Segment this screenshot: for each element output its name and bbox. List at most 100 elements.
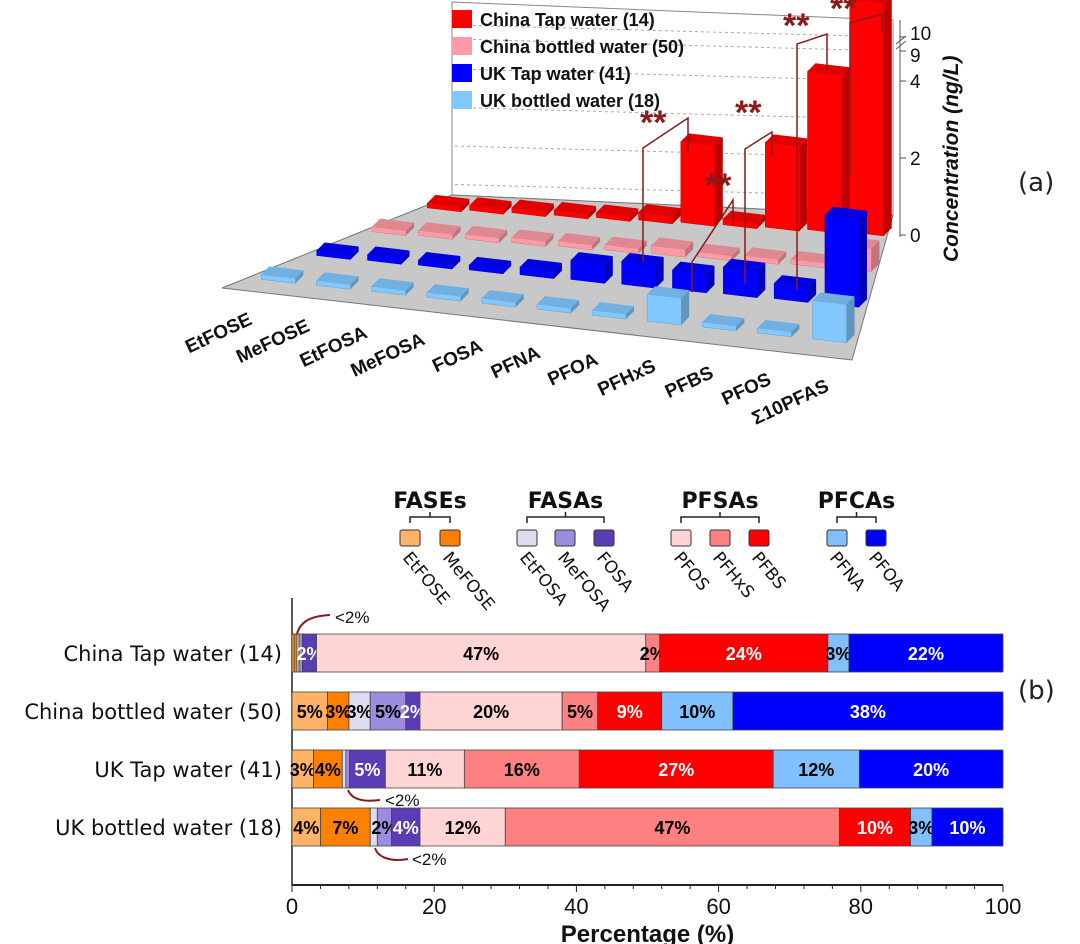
stacked-segment xyxy=(732,691,1004,731)
y-tick-label: 0 xyxy=(910,226,921,247)
bar-side xyxy=(350,246,359,260)
bar-side xyxy=(808,279,817,303)
segment-label: 9% xyxy=(617,702,643,722)
panel-label-a: (a) xyxy=(1018,168,1055,198)
segment-label: 12% xyxy=(798,760,834,780)
bar-3d xyxy=(426,284,469,302)
annotation-arrow xyxy=(347,789,381,802)
legend-label: PFOS xyxy=(669,548,713,595)
bar-top xyxy=(511,199,554,212)
legend-group-bracket xyxy=(409,512,451,523)
segment-label: 3% xyxy=(825,644,851,664)
segment-label: 5% xyxy=(375,702,401,722)
segment-label: 10% xyxy=(857,818,893,838)
significance-marker: ** xyxy=(705,167,732,205)
annotation-arrow xyxy=(374,847,409,861)
bar-top xyxy=(316,242,359,255)
segment-label: 20% xyxy=(473,702,509,722)
bar-side xyxy=(630,208,639,222)
bar-3d xyxy=(591,302,635,320)
bar-side xyxy=(626,306,635,320)
y-tick-label: 10 xyxy=(910,24,931,45)
stacked-segment xyxy=(931,807,1004,847)
bar-side xyxy=(452,226,461,240)
bar-top xyxy=(680,133,723,146)
significance-bracket xyxy=(796,32,828,290)
bar-side xyxy=(503,260,512,274)
legend-label: China bottled water (50) xyxy=(480,37,684,57)
legend-label: PFOA xyxy=(864,548,908,595)
x-tick-label: 0 xyxy=(286,894,298,919)
legend-label: UK bottled water (18) xyxy=(480,91,660,111)
bar-top xyxy=(427,194,470,207)
bar-side xyxy=(295,270,304,284)
stacked-segment xyxy=(384,749,465,789)
bar-side xyxy=(499,229,508,243)
bar-side xyxy=(757,262,766,298)
legend-label: China Tap water (14) xyxy=(480,10,655,30)
bar-side xyxy=(736,317,745,331)
segment-label: 20% xyxy=(913,760,949,780)
bar-top xyxy=(465,225,508,238)
bar-top xyxy=(853,0,888,4)
bar-3d xyxy=(367,246,410,265)
segment-label: 5% xyxy=(297,702,323,722)
segment-label: 5% xyxy=(354,760,380,780)
segment-label: 38% xyxy=(850,702,886,722)
legend-group-bracket xyxy=(680,512,760,523)
segment-label: 3% xyxy=(908,818,934,838)
legend-swatch xyxy=(399,529,421,547)
legend-group-title: PFSAs xyxy=(681,489,758,514)
bar-3d xyxy=(316,272,359,290)
significance-marker: ** xyxy=(783,7,810,45)
segment-label: 2% xyxy=(640,644,666,664)
row-label: China Tap water (14) xyxy=(63,642,282,666)
chart-a-3d-bar: 0 2 4 910 Concentration (ng/L) China Tap wate… xyxy=(182,0,963,430)
segment-label: 2% xyxy=(371,818,397,838)
legend-swatch xyxy=(452,37,472,55)
segment-label: 4% xyxy=(393,818,419,838)
stacked-segment xyxy=(419,691,563,731)
bar-3d xyxy=(418,252,461,270)
segment-label: 16% xyxy=(504,760,540,780)
annotation-text: <2% xyxy=(335,608,370,627)
bar-side xyxy=(406,222,415,236)
x-tick-label: 100 xyxy=(985,894,1022,919)
segment-label: 47% xyxy=(654,818,690,838)
bar-3d xyxy=(672,261,715,294)
legend-group-bracket xyxy=(836,512,877,523)
stacked-segment xyxy=(341,749,347,789)
bar-3d xyxy=(371,278,414,296)
stacked-segment xyxy=(661,691,734,731)
bar-3d xyxy=(604,236,647,254)
bar-side xyxy=(799,138,808,232)
bar-side xyxy=(503,201,512,215)
bar-3d xyxy=(511,229,554,247)
axis-break-mark xyxy=(895,40,907,50)
segment-label: 3% xyxy=(290,760,316,780)
stacked-segment xyxy=(597,691,663,731)
significance-marker: ** xyxy=(735,94,762,132)
bar-side xyxy=(714,137,723,227)
legend-swatch xyxy=(554,529,576,547)
annotation-arrow xyxy=(296,614,331,635)
gridline xyxy=(454,68,894,82)
stacked-segment xyxy=(320,807,371,847)
bar-top xyxy=(367,246,410,259)
segment-label: 24% xyxy=(726,644,762,664)
stacked-segment xyxy=(858,749,1004,789)
stacked-segment xyxy=(391,807,421,847)
bar-side xyxy=(592,237,601,251)
bar-3d xyxy=(536,296,579,314)
bar-top xyxy=(418,222,461,235)
bar-top xyxy=(570,252,613,265)
bar-side xyxy=(570,300,579,314)
gridline xyxy=(454,38,894,52)
bar-side xyxy=(778,251,787,265)
stacked-segment xyxy=(345,749,350,789)
bar-side xyxy=(791,323,800,337)
bar-top xyxy=(418,252,461,265)
x-tick-label: 80 xyxy=(849,894,873,919)
bar-side xyxy=(545,233,554,247)
bar-3d xyxy=(418,222,461,240)
